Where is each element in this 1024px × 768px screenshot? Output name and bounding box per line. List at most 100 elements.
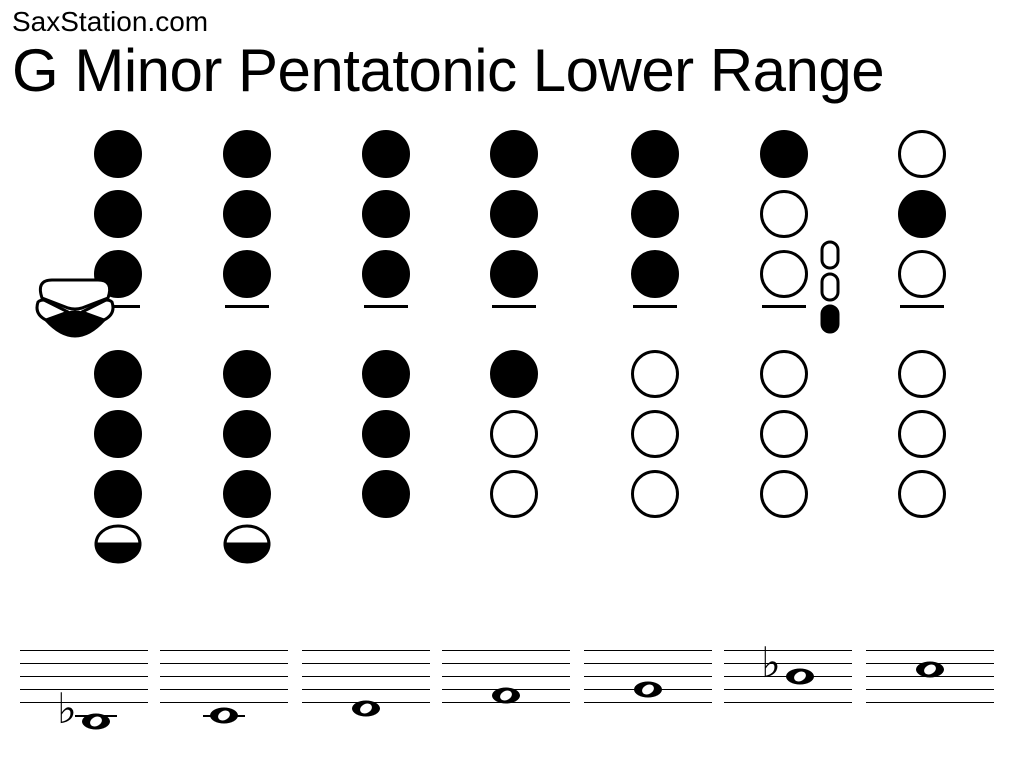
tone-hole-icon	[223, 410, 271, 458]
staff-F4	[442, 638, 570, 748]
flat-accidental-icon: ♭	[57, 689, 77, 731]
tone-hole-icon	[631, 350, 679, 398]
staff-line-icon	[160, 650, 288, 651]
fingering-column-c	[852, 120, 992, 620]
tone-hole-icon	[362, 250, 410, 298]
tone-hole-icon	[490, 350, 538, 398]
staff-G4	[584, 638, 712, 748]
whole-note-icon	[81, 713, 111, 730]
tone-hole-icon	[94, 190, 142, 238]
tone-hole-icon	[760, 470, 808, 518]
staff-line-icon	[160, 702, 288, 703]
tone-hole-icon	[490, 470, 538, 518]
whole-note-icon	[915, 661, 945, 678]
tone-hole-icon	[490, 410, 538, 458]
staff-line-icon	[442, 676, 570, 677]
staff-line-icon	[584, 650, 712, 651]
side-keys-icon	[820, 240, 842, 336]
fingering-chart	[0, 120, 1024, 640]
staff-D4	[302, 638, 430, 748]
staff-line-icon	[724, 650, 852, 651]
staff-line-icon	[302, 650, 430, 651]
tone-hole-icon	[94, 350, 142, 398]
chart-title: G Minor Pentatonic Lower Range	[12, 36, 884, 105]
tone-hole-icon	[223, 470, 271, 518]
tone-hole-icon	[898, 410, 946, 458]
tone-hole-icon	[760, 250, 808, 298]
fingering-column-bb	[714, 120, 854, 620]
tone-hole-icon	[760, 410, 808, 458]
tone-hole-icon	[362, 410, 410, 458]
staff-line-icon	[584, 702, 712, 703]
whole-note-icon	[785, 668, 815, 685]
tone-hole-icon	[760, 350, 808, 398]
staff-line-icon	[724, 663, 852, 664]
staff-line-icon	[584, 676, 712, 677]
staff-line-icon	[160, 689, 288, 690]
tone-hole-icon	[631, 250, 679, 298]
tone-hole-icon	[898, 190, 946, 238]
staff-line-icon	[866, 689, 994, 690]
staff-C4	[160, 638, 288, 748]
tone-hole-icon	[223, 250, 271, 298]
tone-hole-icon	[631, 130, 679, 178]
staff-line-icon	[302, 663, 430, 664]
tone-hole-icon	[898, 350, 946, 398]
staff-line-icon	[442, 650, 570, 651]
low-key-icon	[223, 524, 271, 564]
hand-divider-icon	[225, 305, 269, 308]
tone-hole-icon	[631, 470, 679, 518]
staff-line-icon	[584, 663, 712, 664]
tone-hole-icon	[898, 250, 946, 298]
whole-note-icon	[633, 681, 663, 698]
low-key-icon	[94, 524, 142, 564]
tone-hole-icon	[362, 130, 410, 178]
staff-line-icon	[20, 676, 148, 677]
flat-accidental-icon: ♭	[761, 643, 781, 685]
whole-note-icon	[209, 707, 239, 724]
staff-line-icon	[866, 702, 994, 703]
fingering-column-low-d	[316, 120, 456, 620]
hand-divider-icon	[762, 305, 806, 308]
staff-line-icon	[20, 663, 148, 664]
site-label: SaxStation.com	[12, 6, 208, 38]
tone-hole-icon	[760, 190, 808, 238]
staff-line-icon	[724, 689, 852, 690]
staff-line-icon	[20, 689, 148, 690]
tone-hole-icon	[362, 190, 410, 238]
staff-line-icon	[866, 650, 994, 651]
tone-hole-icon	[94, 470, 142, 518]
hand-divider-icon	[492, 305, 536, 308]
tone-hole-icon	[490, 250, 538, 298]
tone-hole-icon	[362, 350, 410, 398]
tone-hole-icon	[223, 190, 271, 238]
staff-line-icon	[302, 676, 430, 677]
tone-hole-icon	[760, 130, 808, 178]
hand-divider-icon	[900, 305, 944, 308]
tone-hole-icon	[631, 190, 679, 238]
fingering-column-low-bb	[48, 120, 188, 620]
staff-line-icon	[160, 676, 288, 677]
staff-line-icon	[20, 650, 148, 651]
staff-notation-row: ♭ ♭	[0, 638, 1024, 758]
tone-hole-icon	[223, 130, 271, 178]
tone-hole-icon	[362, 470, 410, 518]
fingering-column-low-c	[177, 120, 317, 620]
hand-divider-icon	[633, 305, 677, 308]
tone-hole-icon	[94, 410, 142, 458]
whole-note-icon	[491, 687, 521, 704]
staff-line-icon	[20, 702, 148, 703]
tone-hole-icon	[490, 190, 538, 238]
hand-divider-icon	[364, 305, 408, 308]
tone-hole-icon	[490, 130, 538, 178]
table-key-cluster-icon	[34, 278, 116, 348]
staff-Bb3: ♭	[20, 638, 148, 748]
fingering-column-g	[585, 120, 725, 620]
tone-hole-icon	[223, 350, 271, 398]
whole-note-icon	[351, 700, 381, 717]
staff-line-icon	[442, 663, 570, 664]
staff-line-icon	[724, 702, 852, 703]
staff-line-icon	[160, 663, 288, 664]
tone-hole-icon	[898, 470, 946, 518]
fingering-column-low-f	[444, 120, 584, 620]
